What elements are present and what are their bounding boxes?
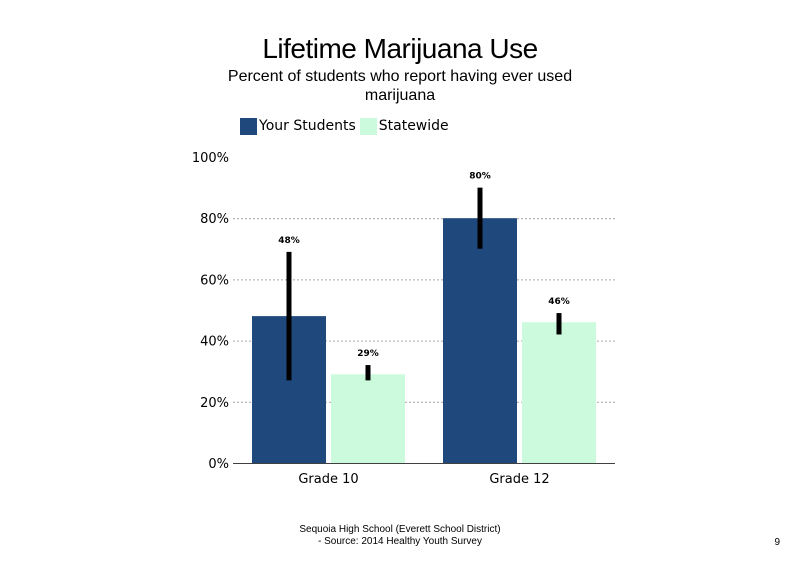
footer-source: - Source: 2014 Healthy Youth Survey xyxy=(318,536,482,547)
chart-title: Lifetime Marijuana Use xyxy=(262,33,538,64)
bar-statewide-grade-12 xyxy=(522,322,596,463)
legend-label-your-students: Your Students xyxy=(259,118,356,134)
y-tick-label-0: 0% xyxy=(208,457,229,472)
data-label-statewide-grade-12: 46% xyxy=(548,297,570,307)
legend-item-your-students: Your Students xyxy=(240,117,356,135)
legend-label-statewide: Statewide xyxy=(378,118,449,134)
chart-legend: Your Students Statewide xyxy=(240,116,453,136)
legend-swatch-statewide xyxy=(359,117,377,135)
x-tick-label-grade-12: Grade 12 xyxy=(489,472,549,487)
legend-item-statewide: Statewide xyxy=(359,117,449,135)
footer-school: Sequoia High School (Everett School Dist… xyxy=(299,524,501,535)
y-tick-label-100: 100% xyxy=(192,151,229,166)
x-tick-label-grade-10: Grade 10 xyxy=(298,472,358,487)
data-label-your-students-grade-12: 80% xyxy=(469,172,491,182)
y-tick-label-60: 60% xyxy=(200,273,229,288)
y-tick-label-80: 80% xyxy=(200,212,229,227)
data-label-statewide-grade-10: 29% xyxy=(357,349,379,359)
y-tick-label-40: 40% xyxy=(200,335,229,350)
legend-swatch-your-students xyxy=(240,117,257,135)
chart-subtitle: Percent of students who report having ev… xyxy=(227,68,573,104)
page-number: 9 xyxy=(774,537,780,548)
bar-statewide-grade-10 xyxy=(331,374,405,463)
slide-footer: Sequoia High School (Everett School Dist… xyxy=(200,524,600,548)
y-tick-label-20: 20% xyxy=(200,396,229,411)
data-label-your-students-grade-10: 48% xyxy=(278,236,300,246)
bar-your-students-grade-12 xyxy=(443,218,517,463)
